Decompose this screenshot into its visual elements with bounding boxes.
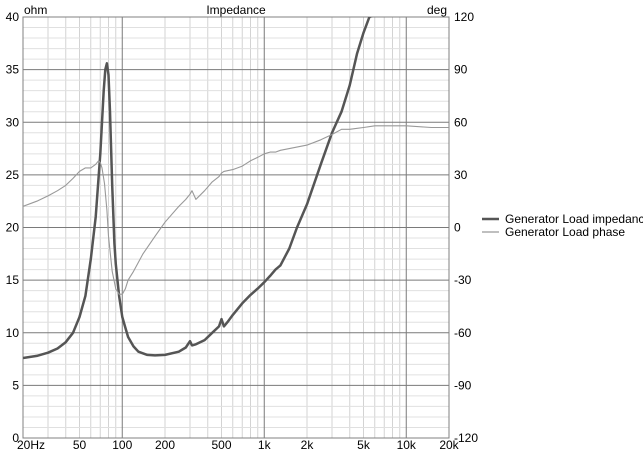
y2-tick-label: -90 <box>454 378 472 392</box>
x-tick-label: 2k <box>301 438 315 451</box>
legend-label: Generator Load phase <box>505 225 625 239</box>
impedance-series-line <box>23 17 373 360</box>
y-tick-label: 25 <box>6 168 20 182</box>
y2-tick-label: 0 <box>454 221 461 235</box>
x-tick-label: 20Hz <box>17 438 45 451</box>
y-tick-label: 30 <box>6 115 20 129</box>
y-tick-label: 5 <box>12 378 19 392</box>
y2-tick-label: -30 <box>454 273 472 287</box>
y2-tick-label: 120 <box>454 10 474 24</box>
legend-label: Generator Load impedance <box>505 212 643 226</box>
phase-series-line <box>23 125 449 295</box>
y2-tick-label: 60 <box>454 115 468 129</box>
y2-tick-label: -60 <box>454 326 472 340</box>
plot-frame <box>22 16 450 439</box>
right-axis-unit: deg <box>427 3 447 17</box>
y-tick-label: 35 <box>6 63 20 77</box>
y2-tick-label: -120 <box>454 431 478 445</box>
y2-tick-label: 90 <box>454 63 468 77</box>
y2-tick-label: 30 <box>454 168 468 182</box>
chart-title: Impedance <box>206 3 266 17</box>
x-tick-label: 10k <box>397 438 417 451</box>
tick-labels: 20Hz 50 100 200 500 1k 2k 5k 10k 20k 0 5 10 15 20 25 30 3… <box>6 10 479 451</box>
x-tick-label: 50 <box>73 438 87 451</box>
x-tick-label: 1k <box>258 438 272 451</box>
x-tick-label: 100 <box>112 438 132 451</box>
series-layer <box>23 17 449 360</box>
y-tick-label: 20 <box>6 221 20 235</box>
x-tick-label: 200 <box>155 438 175 451</box>
x-tick-label: 500 <box>211 438 231 451</box>
left-axis-unit: ohm <box>24 3 47 17</box>
y-tick-label: 10 <box>6 326 20 340</box>
x-tick-label: 20k <box>439 438 459 451</box>
y-tick-label: 0 <box>12 431 19 445</box>
y-tick-label: 15 <box>6 273 20 287</box>
y-tick-label: 40 <box>6 10 20 24</box>
x-tick-label: 5k <box>357 438 371 451</box>
